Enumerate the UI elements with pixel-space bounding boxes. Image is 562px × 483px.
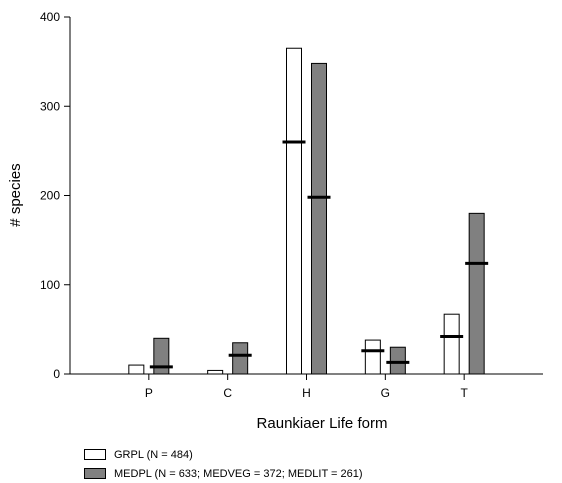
legend-label-grpl: GRPL (N = 484) (114, 448, 193, 461)
bar (153, 337, 170, 375)
y-axis-label: # species (7, 163, 24, 226)
legend-swatch-grpl (84, 449, 106, 460)
legend: GRPL (N = 484) MEDPL (N = 633; MEDVEG = … (84, 445, 363, 483)
bar (311, 62, 327, 375)
bar (364, 339, 381, 375)
x-tick-label: T (460, 386, 468, 400)
legend-item-grpl: GRPL (N = 484) (84, 445, 363, 464)
x-axis-label: Raunkiaer Life form (257, 415, 388, 432)
bar (443, 313, 460, 375)
y-tick-label: 100 (40, 278, 60, 292)
median-markers (149, 140, 489, 369)
legend-swatch-medpl (84, 468, 106, 479)
y-axis: 0 100 200 300 400 (40, 10, 71, 381)
y-tick-label: 400 (40, 10, 60, 24)
legend-label-medpl: MEDPL (N = 633; MEDVEG = 372; MEDLIT = 2… (114, 467, 363, 480)
x-tick-label: H (302, 386, 311, 400)
bar (389, 346, 406, 375)
x-tick-label: G (381, 386, 390, 400)
bar (468, 212, 485, 375)
y-tick-label: 0 (53, 367, 60, 381)
y-tick-label: 300 (40, 99, 60, 113)
x-tick-label: C (223, 386, 232, 400)
bar (128, 364, 145, 375)
legend-item-medpl: MEDPL (N = 633; MEDVEG = 372; MEDLIT = 2… (84, 464, 363, 483)
bars (128, 47, 485, 375)
bar (207, 369, 224, 375)
bar (232, 342, 249, 375)
y-tick-label: 200 (40, 189, 60, 203)
bar (286, 47, 302, 375)
x-tick-label: P (145, 386, 153, 400)
